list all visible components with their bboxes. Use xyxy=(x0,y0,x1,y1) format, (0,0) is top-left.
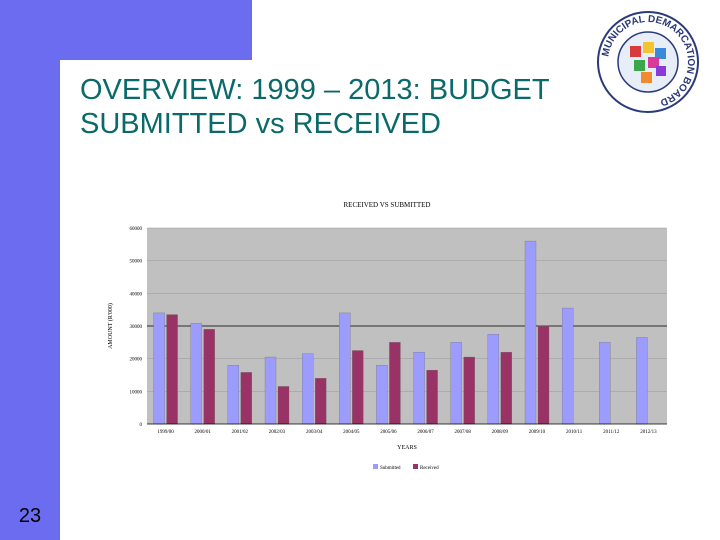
x-axis-ticks: 1999/00 2000/01 2001/02 2002/03 2003/04 2004/… xyxy=(157,430,657,435)
legend-swatch xyxy=(413,464,418,469)
x-tick-label: 2000/01 xyxy=(195,430,212,435)
bar-submitted xyxy=(599,342,611,425)
y-tick-label: 50000 xyxy=(130,260,143,265)
bar-received xyxy=(389,342,401,425)
x-axis-label: YEARS xyxy=(397,445,417,451)
x-tick-label: 2009/10 xyxy=(529,430,546,435)
bar-submitted xyxy=(339,312,351,425)
x-tick-label: 2002/03 xyxy=(269,430,286,435)
y-axis-ticks: 0 10000 20000 30000 40000 50000 60000 xyxy=(130,227,143,428)
bar-received xyxy=(500,351,513,425)
bar-received xyxy=(537,325,550,425)
bar-received xyxy=(314,378,327,425)
bar-submitted xyxy=(524,240,537,425)
y-axis-label: AMOUNT (R'000) xyxy=(107,303,114,349)
slide-number: 23 xyxy=(18,505,42,527)
demarcation-board-logo: MUNICIPAL DEMARCATION BOARD xyxy=(597,11,699,113)
y-tick-label: 60000 xyxy=(130,227,143,232)
bar-submitted xyxy=(153,312,165,425)
bar-submitted xyxy=(264,356,277,425)
x-tick-label: 2005/06 xyxy=(380,430,397,435)
bar-submitted xyxy=(636,337,648,425)
bar-received xyxy=(463,356,475,425)
y-tick-label: 20000 xyxy=(130,358,143,363)
bar-submitted xyxy=(190,323,202,425)
gridlines xyxy=(147,227,667,392)
x-tick-label: 2010/11 xyxy=(566,430,583,435)
bar-submitted xyxy=(450,342,462,425)
x-tick-label: 2012/13 xyxy=(640,430,657,435)
chart-title: RECEIVED VS SUBMITTED xyxy=(344,201,431,209)
y-tick-label: 10000 xyxy=(130,390,143,395)
x-tick-label: 1999/00 xyxy=(157,430,174,435)
x-tick-label: 2003/04 xyxy=(306,430,323,435)
accent-side-bar xyxy=(0,0,60,540)
x-tick-label: 2011/12 xyxy=(603,430,620,435)
bar-submitted xyxy=(301,353,314,425)
bar-submitted xyxy=(561,307,574,425)
bar-received xyxy=(240,372,253,425)
budget-bar-chart: RECEIVED VS SUBMITTED 0 10000 20000 30000 40… xyxy=(107,201,667,471)
y-tick-label: 30000 xyxy=(130,325,143,330)
bar-submitted xyxy=(376,365,388,425)
y-tick-label: 0 xyxy=(140,423,143,428)
bar-received xyxy=(166,314,178,425)
x-tick-label: 2006/07 xyxy=(417,430,434,435)
legend-label: Received xyxy=(420,466,439,471)
slide-title: OVERVIEW: 1999 – 2013: BUDGET SUBMITTED … xyxy=(80,74,550,140)
accent-top-bar xyxy=(0,0,252,60)
x-tick-label: 2008/09 xyxy=(492,430,509,435)
bar-submitted xyxy=(487,334,500,425)
bar-received xyxy=(203,329,215,425)
bar-received xyxy=(352,350,364,425)
x-tick-label: 2004/05 xyxy=(343,430,360,435)
legend: Submitted Received xyxy=(373,464,439,471)
x-tick-label: 2007/08 xyxy=(455,430,472,435)
bar-submitted xyxy=(413,351,425,425)
legend-swatch xyxy=(373,464,378,469)
bar-submitted xyxy=(227,365,240,425)
y-tick-label: 40000 xyxy=(130,292,143,297)
legend-label: Submitted xyxy=(380,466,401,471)
bars xyxy=(153,240,648,425)
bar-received xyxy=(277,386,290,425)
bar-received xyxy=(426,369,438,425)
x-tick-label: 2001/02 xyxy=(232,430,249,435)
